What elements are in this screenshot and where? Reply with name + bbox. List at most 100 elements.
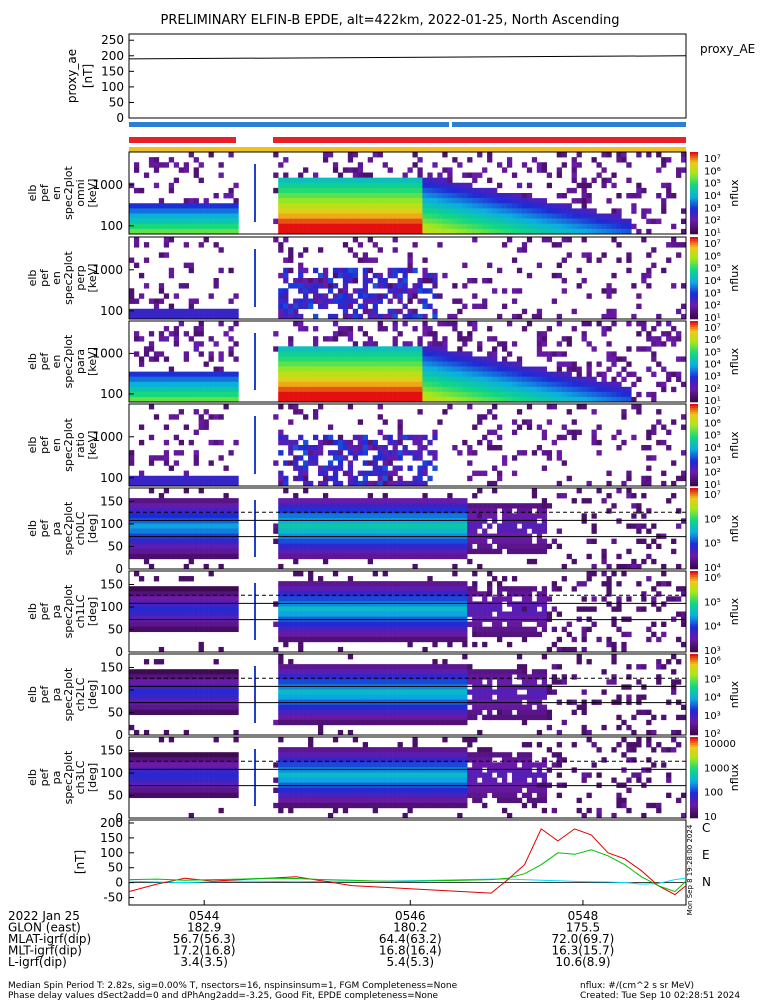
spectrogram-cell	[561, 386, 567, 393]
spectrogram-cell	[367, 298, 373, 304]
spectrogram-cell	[357, 606, 364, 612]
spectrogram-cell	[661, 439, 667, 446]
spectrogram-cell	[482, 434, 488, 441]
spectrogram-cell	[457, 503, 463, 509]
spectrogram-cell	[283, 528, 289, 534]
spectrogram-cell	[377, 475, 383, 482]
spectrogram-cell	[138, 308, 145, 315]
spectrogram-cell	[283, 631, 289, 638]
spectrogram-cell	[447, 223, 453, 230]
spectrogram-cell	[576, 429, 582, 436]
spectrogram-cell	[641, 480, 647, 487]
spectrogram-cell	[407, 262, 413, 269]
spectrogram-cell	[332, 376, 339, 383]
spectrogram-cell	[308, 636, 314, 643]
spectrogram-cell	[586, 293, 592, 299]
spectrogram-cell	[372, 391, 378, 398]
spectrogram-cell	[606, 283, 612, 289]
spectrogram-cell	[317, 272, 324, 279]
spectrogram-cell	[556, 272, 562, 279]
spectrogram-cell	[382, 553, 388, 560]
spectrogram-cell	[656, 543, 662, 550]
spectrogram-cell	[407, 381, 413, 388]
spectrogram-cell	[676, 242, 682, 248]
spectrogram-cell	[462, 548, 468, 555]
spectrogram-cell	[536, 308, 543, 315]
spectrogram-cell	[293, 223, 299, 230]
spectrogram-cell	[417, 298, 423, 304]
spectrogram-cell	[506, 157, 513, 163]
colorbar-tick-label: 10⁶	[704, 251, 721, 262]
spectrogram-cell	[332, 203, 339, 209]
colorbar-segment	[690, 231, 698, 235]
spectrogram-cell	[422, 371, 428, 377]
spectrogram-cell	[442, 187, 448, 194]
spectrogram-cell	[168, 157, 175, 163]
spectrogram-cell	[218, 508, 224, 514]
spectrogram-cell	[447, 321, 453, 327]
spectrogram-cell	[561, 434, 567, 441]
spectrogram-cell	[417, 606, 423, 612]
spectrogram-cell	[372, 601, 378, 607]
spectrogram-cell	[681, 470, 687, 477]
spectrogram-cell	[143, 558, 150, 565]
spectrogram-cell	[576, 488, 582, 494]
spectrogram-cell	[337, 396, 344, 403]
spectrogram-cell	[516, 528, 523, 534]
spectrogram-cell	[472, 523, 478, 529]
spectrogram-cell	[472, 228, 478, 235]
spectrogram-cell	[521, 596, 528, 602]
spectrogram-cell	[362, 450, 369, 456]
spectrogram-cell	[168, 371, 175, 377]
spectrogram-cell	[387, 553, 393, 560]
spectrogram-cell	[606, 480, 612, 487]
spectrogram-cell	[347, 228, 354, 235]
spectrogram-cell	[586, 208, 592, 214]
spectrogram-cell	[223, 586, 229, 592]
spectrogram-cell	[437, 386, 443, 393]
spectrogram-cell	[322, 493, 329, 499]
spectrogram-cell	[457, 543, 463, 550]
spectrogram-cell	[467, 223, 473, 230]
spectrogram-cell	[377, 361, 383, 367]
spectrogram-cell	[347, 381, 354, 388]
spectrogram-cell	[352, 434, 359, 441]
spectrogram-cell	[213, 213, 219, 219]
spectrogram-cell	[342, 308, 349, 315]
spectrogram-cell	[362, 543, 369, 550]
spectrogram-cell	[342, 518, 349, 524]
spectrogram-cell	[427, 341, 433, 347]
spectrogram-cell	[586, 391, 592, 398]
spectrogram-cell	[646, 267, 652, 274]
spectrogram-cell	[516, 267, 523, 274]
spectrogram-ylabel-word: perp	[74, 265, 87, 290]
spectrogram-cell	[472, 586, 478, 592]
spectrogram-cell	[163, 223, 170, 230]
spectrogram-cell	[641, 208, 647, 214]
spectrogram-cell	[661, 424, 667, 430]
spectrogram-cell	[317, 518, 324, 524]
spectrogram-cell	[497, 523, 503, 529]
spectrogram-cell	[581, 391, 587, 398]
spectrogram-cell	[382, 162, 388, 168]
spectrogram-cell	[442, 409, 448, 415]
spectrogram-cell	[536, 376, 543, 383]
spectrogram-cell	[482, 213, 488, 219]
spectrogram-cell	[233, 341, 239, 347]
spectrogram-cell	[497, 213, 503, 219]
spectrogram-cell	[387, 543, 393, 550]
spectrogram-ylabel-word: en	[50, 271, 63, 285]
spectrogram-cell	[377, 450, 383, 456]
spectrogram-cell	[571, 167, 577, 173]
spectrogram-cell	[497, 396, 503, 403]
spectrogram-cell	[452, 213, 458, 219]
spectrogram-cell	[158, 203, 165, 209]
spectrogram-cell	[298, 586, 304, 592]
spectrogram-cell	[447, 503, 453, 509]
spectrogram-cell	[477, 518, 483, 524]
spectrogram-cell	[293, 321, 299, 327]
spectrogram-cell	[511, 313, 518, 320]
spectrogram-cell	[372, 386, 378, 393]
spectrogram-cell	[417, 218, 423, 225]
spectrogram-cell	[616, 386, 622, 393]
